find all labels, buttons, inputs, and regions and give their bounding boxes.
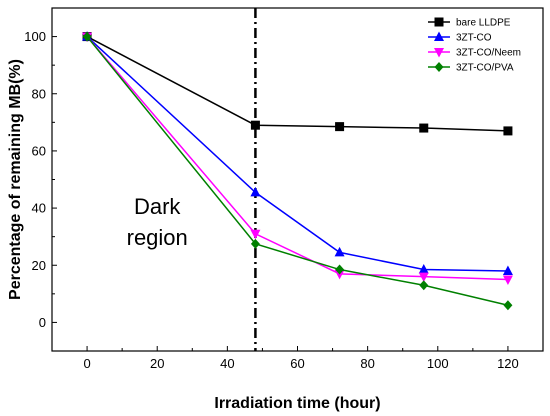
- series-line: [86, 36, 509, 306]
- data-point: [335, 122, 345, 132]
- x-tick-label: 40: [220, 356, 234, 371]
- data-point: [250, 229, 261, 240]
- data-point: [334, 246, 345, 257]
- legend-marker: [434, 62, 444, 72]
- y-tick-label: 0: [39, 315, 46, 330]
- y-tick-label: 100: [24, 29, 46, 44]
- y-tick-label: 20: [32, 258, 46, 273]
- data-point: [502, 275, 513, 286]
- dark-region-label-line2: region: [127, 225, 188, 250]
- data-point: [502, 265, 513, 275]
- legend-label: 3ZT-CO/Neem: [456, 48, 521, 59]
- legend-item: 3ZT-CO: [428, 31, 492, 44]
- y-axis-title: Percentage of remaining MB(%): [7, 59, 24, 300]
- data-point: [418, 264, 429, 274]
- data-point: [503, 126, 513, 136]
- series-0: [82, 32, 513, 136]
- legend-marker: [434, 48, 444, 58]
- legend-item: 3ZT-CO/PVA: [428, 62, 514, 74]
- data-point: [335, 264, 345, 275]
- legend: bare LLDPE 3ZT-CO 3ZT-CO/Neem 3ZT-CO/PVA: [428, 17, 521, 74]
- dark-region-label-line1: Dark: [134, 194, 181, 219]
- legend-label: 3ZT-CO/PVA: [456, 63, 514, 74]
- x-tick-label: 20: [150, 356, 164, 371]
- legend-label: 3ZT-CO: [456, 33, 492, 44]
- plot-area: 0 20 40 60 80 100 0 20 40 60 80 100 120 Dark region…: [24, 7, 544, 371]
- legend-label: bare LLDPE: [456, 18, 511, 29]
- x-tick-label: 120: [497, 356, 519, 371]
- y-axis: 0 20 40 60 80 100: [24, 7, 57, 330]
- data-point: [419, 280, 429, 291]
- legend-item: bare LLDPE: [428, 17, 511, 29]
- legend-item: 3ZT-CO/Neem: [428, 48, 521, 59]
- legend-marker: [434, 31, 444, 41]
- x-tick-label: 80: [360, 356, 374, 371]
- series-layer: [82, 31, 513, 311]
- data-point: [82, 31, 92, 42]
- data-point: [250, 186, 261, 197]
- series-line: [86, 35, 508, 132]
- x-axis: 0 20 40 60 80 100 120: [83, 346, 544, 371]
- x-tick-label: 100: [427, 356, 449, 371]
- data-point: [418, 272, 429, 283]
- y-tick-label: 40: [32, 201, 46, 216]
- data-point: [334, 269, 345, 280]
- data-point: [419, 123, 429, 133]
- x-axis-title: Irradiation time (hour): [214, 395, 380, 412]
- y-tick-label: 60: [32, 143, 46, 158]
- data-point: [503, 300, 513, 311]
- y-tick-label: 80: [32, 86, 46, 101]
- legend-marker: [434, 17, 444, 27]
- data-point: [250, 120, 260, 130]
- plot-frame: [51, 7, 544, 352]
- x-tick-label: 60: [290, 356, 304, 371]
- data-point: [250, 238, 260, 249]
- x-tick-label: 0: [83, 356, 90, 371]
- series-3: [82, 31, 513, 311]
